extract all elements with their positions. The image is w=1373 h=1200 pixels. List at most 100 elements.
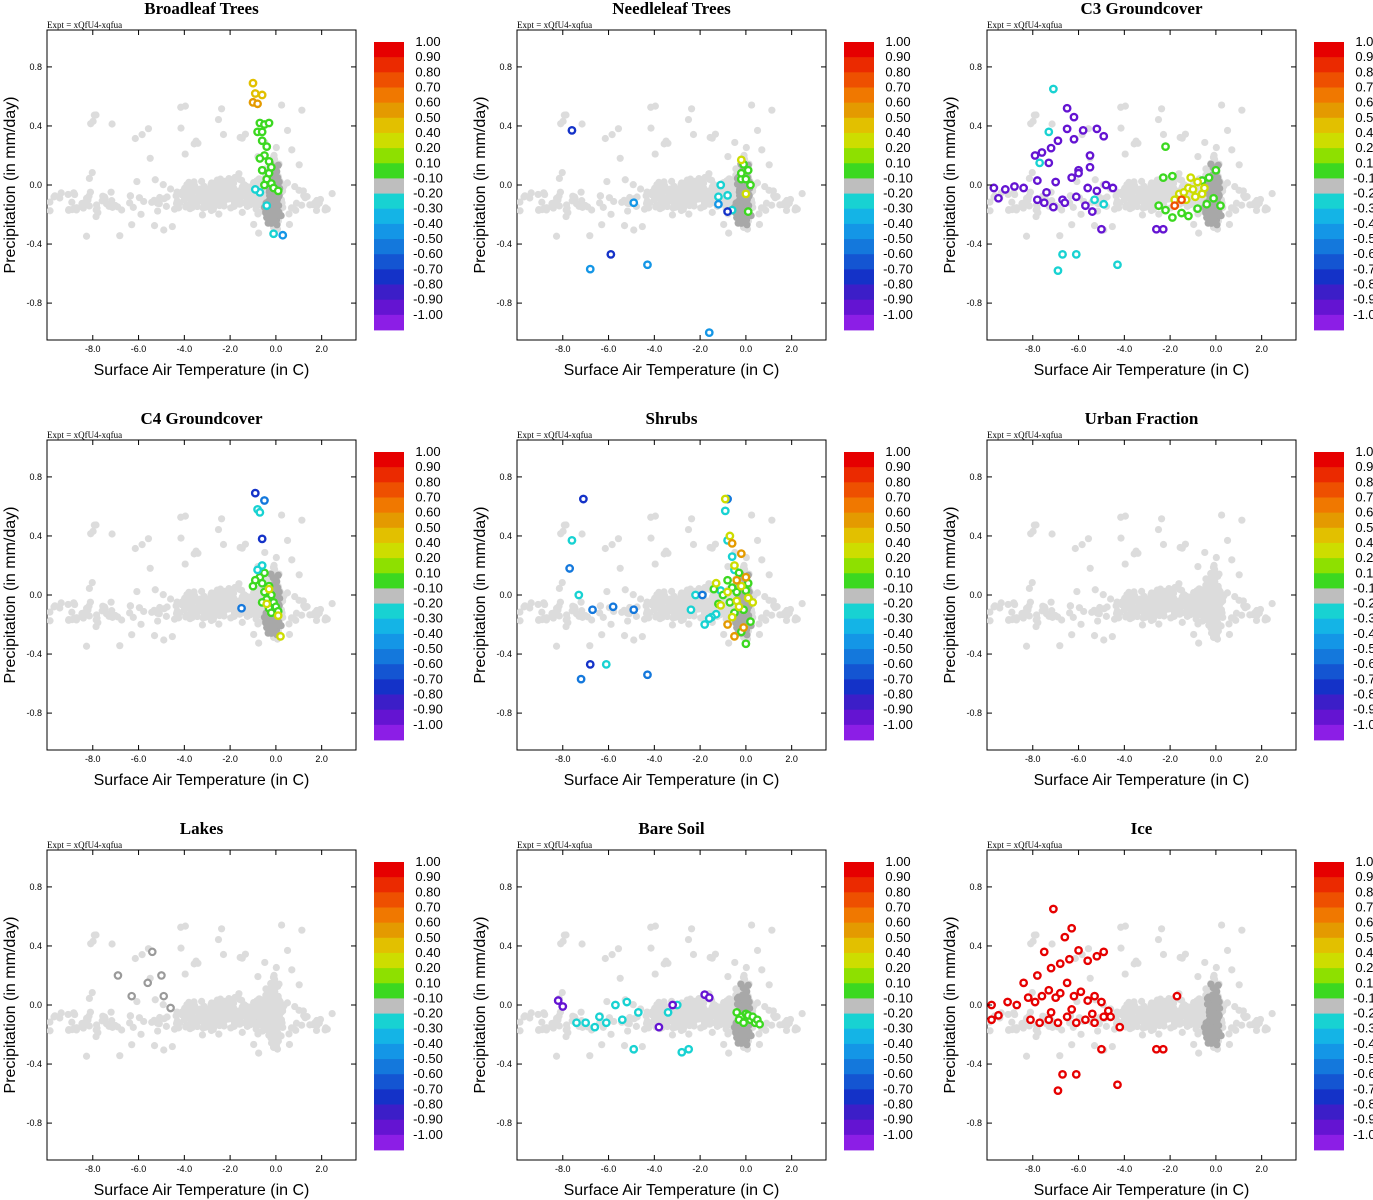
background-point — [687, 105, 696, 113]
colorbar-label: -0.30 — [1353, 201, 1373, 216]
colorbar-segment — [1314, 87, 1344, 104]
data-point — [578, 494, 588, 504]
data-point — [1184, 211, 1193, 221]
y-tick-label: -0.8 — [26, 298, 42, 308]
background-point — [538, 198, 546, 206]
data-point — [743, 165, 753, 175]
data-point — [1101, 180, 1111, 190]
background-point — [154, 617, 162, 625]
colorbar-label: -0.50 — [1353, 231, 1373, 246]
data-point — [720, 506, 730, 516]
colorbar-label: 0.40 — [885, 535, 910, 550]
data-point — [704, 328, 714, 338]
data-point — [723, 207, 732, 216]
data-point — [1000, 185, 1010, 194]
background-point — [1263, 205, 1271, 213]
colorbar-segment — [374, 724, 404, 741]
background-point — [527, 189, 535, 197]
background-point — [216, 585, 225, 593]
background-point — [675, 610, 683, 619]
colorbar-segment — [374, 709, 404, 726]
colorbar-label: -0.40 — [1353, 216, 1373, 231]
background-point — [108, 530, 116, 538]
points — [47, 78, 336, 240]
colorbar-segment — [374, 72, 404, 88]
background-point — [68, 198, 76, 206]
background-point — [301, 194, 309, 202]
data-point — [1170, 201, 1180, 211]
data-point — [1035, 158, 1045, 168]
background-point — [1165, 182, 1173, 190]
data-point — [700, 620, 710, 629]
colorbar-segment — [374, 633, 404, 650]
background-point — [137, 210, 145, 218]
colorbar-label: -0.30 — [883, 201, 913, 216]
background-point — [231, 173, 239, 182]
data-point — [601, 659, 611, 669]
background-point — [701, 583, 709, 592]
x-tick-label: 0.0 — [740, 754, 753, 764]
y-tick-label: 0.4 — [969, 121, 982, 131]
background-point — [270, 151, 278, 159]
colorbar-label: -0.40 — [883, 626, 913, 641]
colorbar-label: -1.00 — [1353, 307, 1373, 322]
background-point — [1090, 222, 1099, 230]
background-point — [1252, 206, 1261, 215]
y-tick-label: -0.8 — [496, 298, 512, 308]
background-point — [534, 600, 542, 609]
colorbar-label: -0.30 — [413, 611, 443, 626]
background-point — [758, 146, 766, 154]
data-point — [1085, 151, 1095, 160]
background-point — [686, 175, 695, 183]
data-point — [730, 631, 739, 641]
data-point — [736, 581, 746, 591]
data-point — [585, 264, 595, 274]
background-point — [560, 521, 568, 529]
colorbar-label: -0.40 — [413, 216, 443, 231]
data-point — [714, 192, 723, 202]
data-point — [739, 623, 748, 632]
data-point — [989, 183, 999, 193]
background-point — [283, 179, 291, 187]
data-point — [1090, 195, 1099, 205]
x-tick-label: -2.0 — [692, 754, 708, 764]
data-point — [248, 581, 258, 591]
background-point — [225, 585, 233, 593]
colorbar-segment — [374, 558, 404, 574]
background-point — [238, 208, 246, 216]
background-point — [740, 561, 748, 569]
background-point — [540, 189, 548, 197]
colorbar-label: 0.10 — [415, 565, 440, 580]
background-point — [1032, 212, 1040, 221]
background-point — [288, 556, 296, 564]
data-point — [276, 631, 285, 641]
data-point — [264, 584, 274, 594]
colorbar-segment — [844, 633, 874, 650]
background-point — [171, 205, 179, 213]
background-point — [168, 222, 176, 231]
colorbar-segment — [844, 649, 874, 665]
colorbar-segment — [844, 102, 874, 119]
colorbar-label: -0.60 — [883, 246, 913, 261]
background-point — [665, 185, 674, 193]
background-point — [761, 592, 769, 601]
colorbar-label: 0.50 — [885, 520, 910, 535]
background-point — [1231, 182, 1239, 191]
background-point — [572, 200, 581, 208]
data-point — [1081, 201, 1090, 211]
background-point — [225, 592, 233, 600]
background-point — [1029, 117, 1037, 125]
background-point — [620, 632, 629, 640]
data-point — [1071, 249, 1081, 259]
background-point — [215, 620, 223, 628]
y-tick-label: 0.0 — [499, 590, 512, 600]
data-point — [1069, 112, 1079, 122]
x-tick-label: 2.0 — [315, 754, 328, 764]
background-point — [562, 611, 571, 619]
y-tick-label: 0.4 — [499, 531, 512, 541]
background-point — [138, 131, 146, 139]
y-tick-label: 0.0 — [969, 180, 982, 190]
points — [517, 494, 806, 684]
data-point — [262, 201, 272, 211]
background-point — [292, 616, 300, 624]
